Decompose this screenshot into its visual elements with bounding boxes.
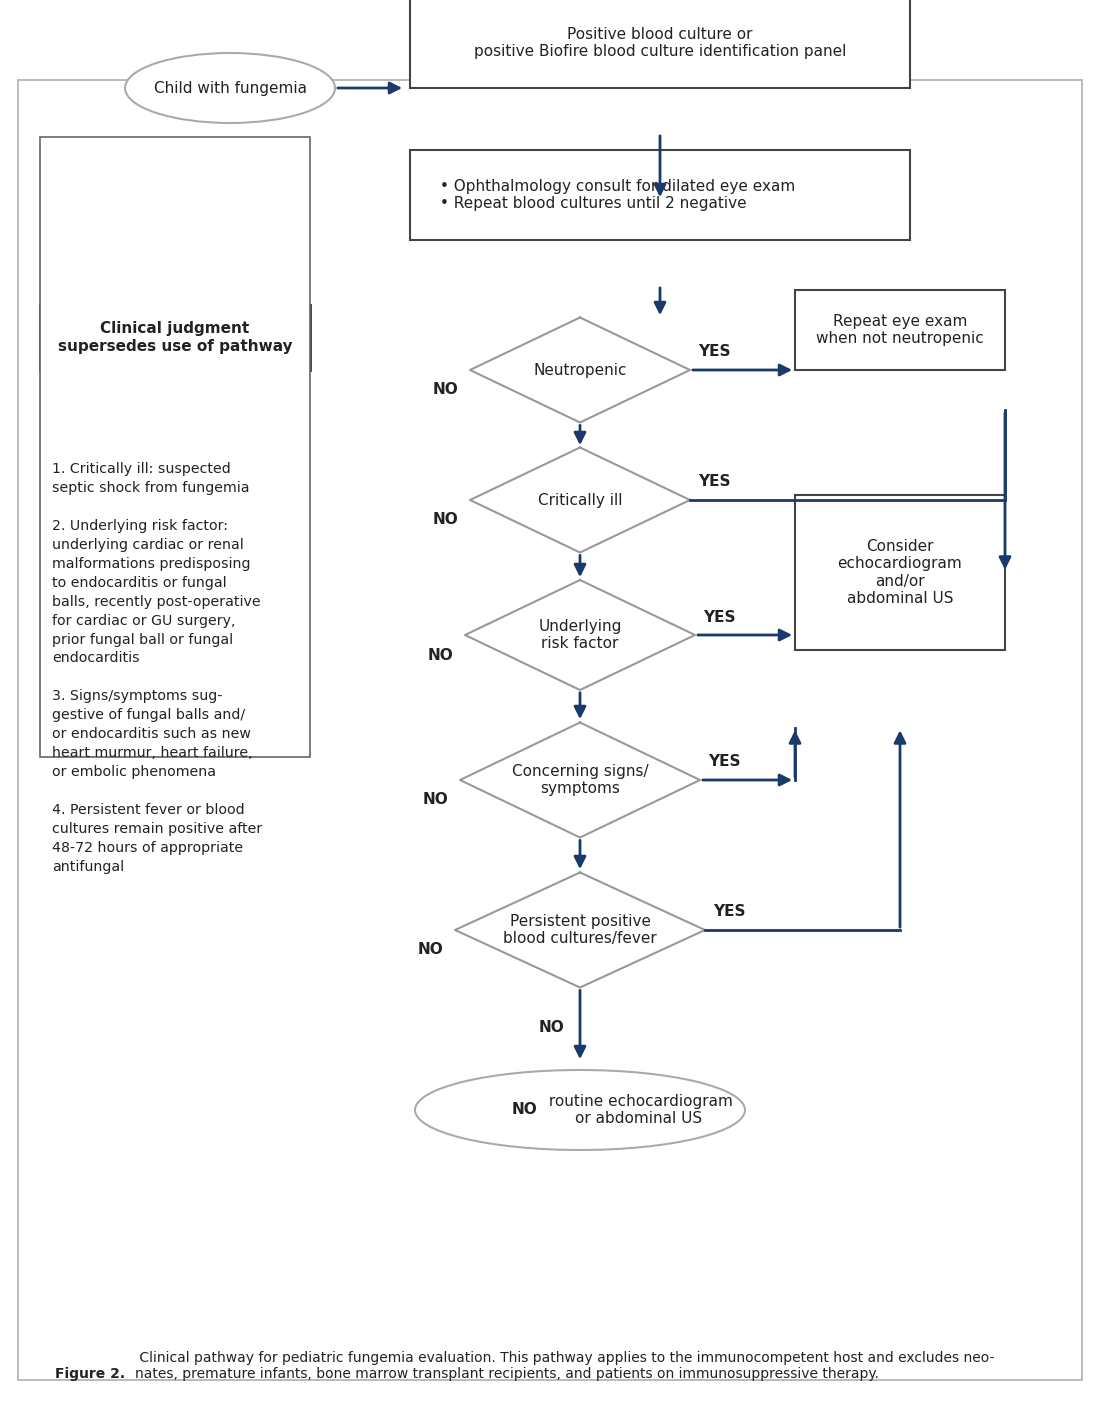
- Text: 1. Critically ill: suspected
septic shock from fungemia

2. Underlying risk fact: 1. Critically ill: suspected septic shoc…: [52, 462, 262, 874]
- Bar: [410, 151, 910, 240]
- Text: Positive blood culture or
positive Biofire blood culture identification panel: Positive blood culture or positive Biofi…: [474, 27, 846, 60]
- Text: Underlying
risk factor: Underlying risk factor: [538, 618, 621, 651]
- Text: Consider
echocardiogram
and/or
abdominal US: Consider echocardiogram and/or abdominal…: [837, 539, 962, 607]
- Text: Child with fungemia: Child with fungemia: [154, 81, 307, 95]
- Text: YES: YES: [708, 755, 740, 770]
- Text: NO: NO: [432, 382, 458, 398]
- Text: YES: YES: [703, 610, 736, 624]
- Text: Clinical judgment
supersedes use of pathway: Clinical judgment supersedes use of path…: [57, 321, 293, 354]
- Text: Clinical pathway for pediatric fungemia evaluation. This pathway applies to the : Clinical pathway for pediatric fungemia …: [135, 1351, 994, 1381]
- Text: NO: NO: [417, 942, 443, 958]
- Text: Neutropenic: Neutropenic: [534, 362, 627, 378]
- Text: YES: YES: [713, 905, 746, 919]
- Polygon shape: [455, 872, 705, 988]
- Text: YES: YES: [698, 344, 730, 360]
- Bar: [795, 290, 1005, 369]
- Text: NO: NO: [432, 513, 458, 527]
- Text: YES: YES: [698, 475, 730, 489]
- Text: routine echocardiogram
or abdominal US: routine echocardiogram or abdominal US: [544, 1094, 733, 1127]
- Text: NO: NO: [427, 648, 453, 662]
- Text: NO: NO: [422, 793, 448, 807]
- Text: Figure 2.: Figure 2.: [55, 1367, 125, 1381]
- Polygon shape: [470, 448, 690, 553]
- Text: Repeat eye exam
when not neutropenic: Repeat eye exam when not neutropenic: [816, 314, 983, 347]
- Bar: [795, 495, 1005, 649]
- Ellipse shape: [415, 1070, 745, 1150]
- Text: Persistent positive
blood cultures/fever: Persistent positive blood cultures/fever: [503, 914, 657, 946]
- Text: • Ophthalmology consult for dilated eye exam
• Repeat blood cultures until 2 neg: • Ophthalmology consult for dilated eye …: [440, 179, 795, 212]
- Text: NO: NO: [539, 1020, 565, 1034]
- Text: Critically ill: Critically ill: [538, 493, 623, 507]
- Text: NO: NO: [512, 1103, 538, 1117]
- Ellipse shape: [125, 53, 336, 124]
- Bar: [40, 306, 310, 369]
- Polygon shape: [470, 317, 690, 422]
- Polygon shape: [460, 722, 700, 837]
- Bar: [40, 136, 310, 757]
- Bar: [410, 0, 910, 88]
- Text: Concerning signs/
symptoms: Concerning signs/ symptoms: [512, 764, 648, 796]
- Polygon shape: [465, 580, 695, 691]
